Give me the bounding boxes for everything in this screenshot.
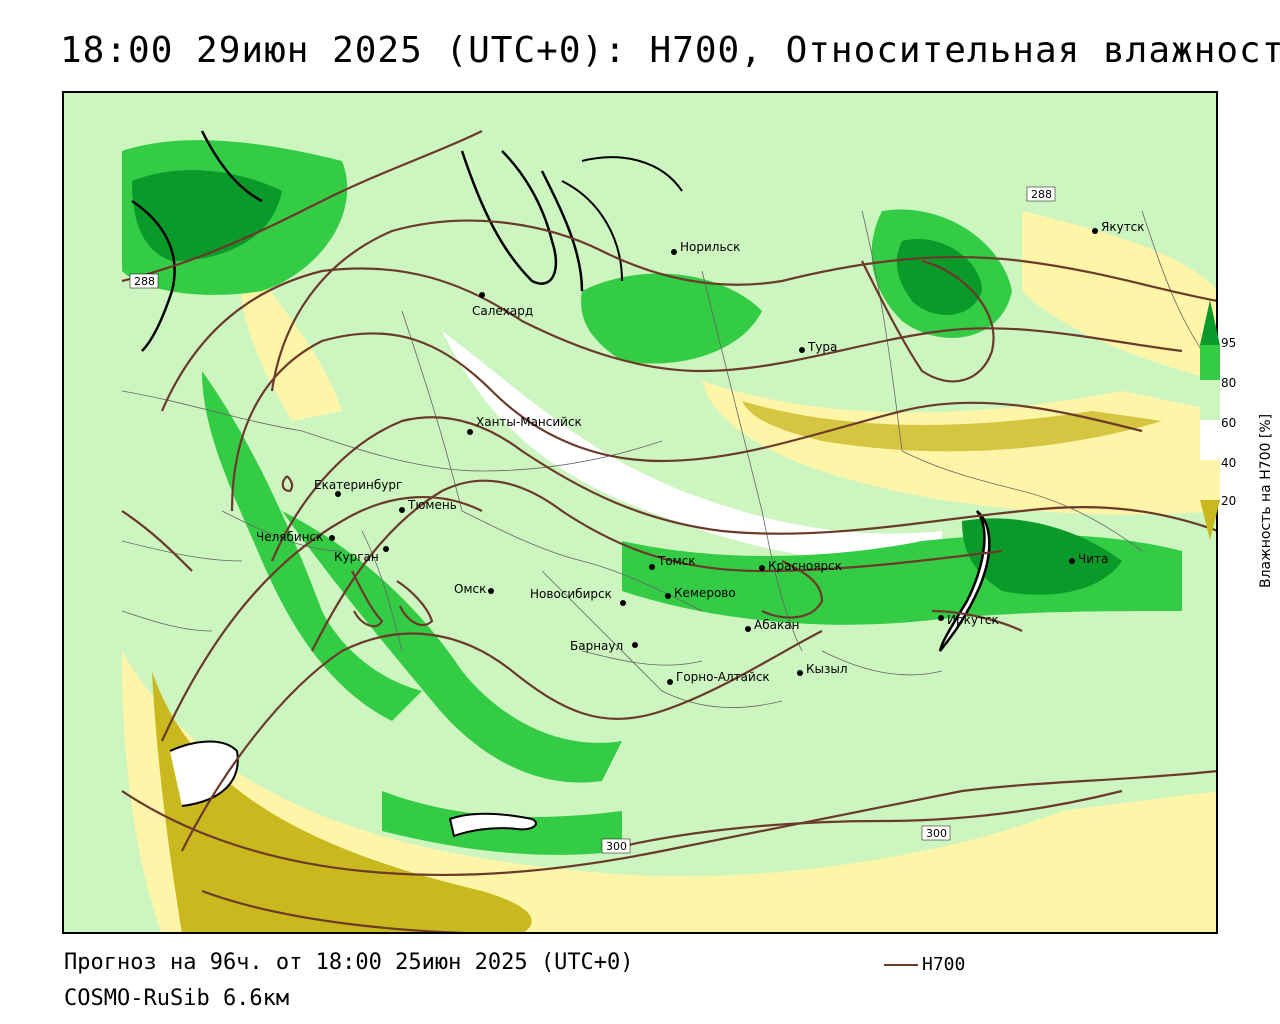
legend-humid	[1200, 380, 1220, 420]
contour-label: 300	[926, 827, 947, 840]
legend-cap-top	[1200, 300, 1220, 345]
city-marker	[1092, 228, 1098, 234]
model-text: COSMO-RuSib 6.6км	[64, 986, 290, 1011]
city-marker	[399, 507, 405, 513]
dry-zone-south	[122, 651, 1218, 934]
map-frame	[62, 91, 1218, 934]
legend-dry	[1200, 460, 1220, 500]
city-label: Норильск	[680, 240, 740, 254]
city-label: Барнаул	[570, 639, 623, 653]
contour-label-group: 288 288 300 300	[129, 186, 1056, 854]
city-label: Томск	[657, 554, 696, 568]
humid-zone-norilsk	[581, 273, 762, 364]
legend-tick: 80	[1221, 376, 1237, 390]
city-label: Кемерово	[674, 586, 736, 600]
city-label: Иркутск	[947, 613, 999, 627]
h700-key-label: H700	[922, 954, 966, 975]
city-label: Омск	[454, 582, 486, 596]
city-marker	[938, 615, 944, 621]
city-marker	[745, 626, 751, 632]
city-label: Екатеринбург	[314, 478, 402, 492]
legend-tick: 60	[1221, 416, 1237, 430]
legend-tick: 40	[1221, 456, 1237, 470]
city-marker	[799, 347, 805, 353]
legend-title: Влажность на H700 [%]	[1258, 413, 1274, 588]
city-label: Чита	[1078, 552, 1108, 566]
lake-baikal	[938, 510, 991, 652]
city-marker	[759, 565, 765, 571]
city-marker	[649, 564, 655, 570]
lake-balkhash	[448, 812, 537, 838]
forecast-text: Прогноз на 96ч. от 18:00 25июн 2025 (UTC…	[64, 950, 634, 975]
city-label: Абакан	[754, 618, 799, 632]
city-marker	[488, 588, 494, 594]
city-label: Курган	[334, 550, 379, 564]
city-marker	[1069, 558, 1075, 564]
legend-cap-bottom	[1200, 500, 1220, 540]
city-marker	[383, 546, 389, 552]
h700-key-line	[884, 964, 918, 966]
very-dry-band-southwest	[152, 671, 532, 934]
city-marker	[467, 429, 473, 435]
city-label: Новосибирск	[530, 587, 612, 601]
humid-band-omsk	[282, 511, 622, 783]
legend-tick: 95	[1221, 336, 1237, 350]
city-marker	[667, 679, 673, 685]
city-label: Якутск	[1101, 220, 1145, 234]
city-label: Красноярск	[768, 559, 842, 573]
contour-label: 288	[1031, 188, 1052, 201]
city-marker	[632, 642, 638, 648]
city-marker	[671, 249, 677, 255]
very-dry-band-north	[742, 401, 1162, 452]
city-marker	[797, 670, 803, 676]
city-marker	[335, 491, 341, 497]
city-label: Тюмень	[407, 498, 457, 512]
city-label: Кызыл	[806, 662, 848, 676]
coastline-taimyr	[561, 156, 683, 282]
city-marker	[620, 600, 626, 606]
city-label: Тура	[807, 340, 837, 354]
coastline-yamal	[460, 150, 584, 292]
dry-zone-northeast	[1022, 211, 1218, 381]
city-markers: Салехард Норильск Якутск Тура Ханты-Манс…	[256, 220, 1145, 685]
coastline-kola	[131, 130, 263, 352]
legend-tick: 20	[1221, 494, 1237, 508]
humidity-map: 288 288 300 300 Салехард Норильск Якутск…	[62, 91, 1218, 934]
h700-contours	[121, 130, 1218, 934]
map-title: 18:00 29июн 2025 (UTC+0): H700, Относите…	[60, 30, 1280, 71]
city-label: Салехард	[472, 304, 533, 318]
contour-label: 300	[606, 840, 627, 853]
contour-label: 288	[134, 275, 155, 288]
city-marker	[665, 593, 671, 599]
city-marker	[329, 535, 335, 541]
city-label: Ханты-Мансийск	[476, 415, 582, 429]
legend-neutral	[1200, 420, 1220, 460]
humidity-legend-bar	[1200, 300, 1220, 540]
city-label: Челябинск	[256, 530, 323, 544]
city-label: Горно-Алтайск	[676, 670, 770, 684]
white-zone-center	[442, 331, 942, 563]
saturated-band-baikal	[962, 518, 1122, 595]
legend-saturated	[1200, 345, 1220, 380]
city-marker	[479, 292, 485, 298]
